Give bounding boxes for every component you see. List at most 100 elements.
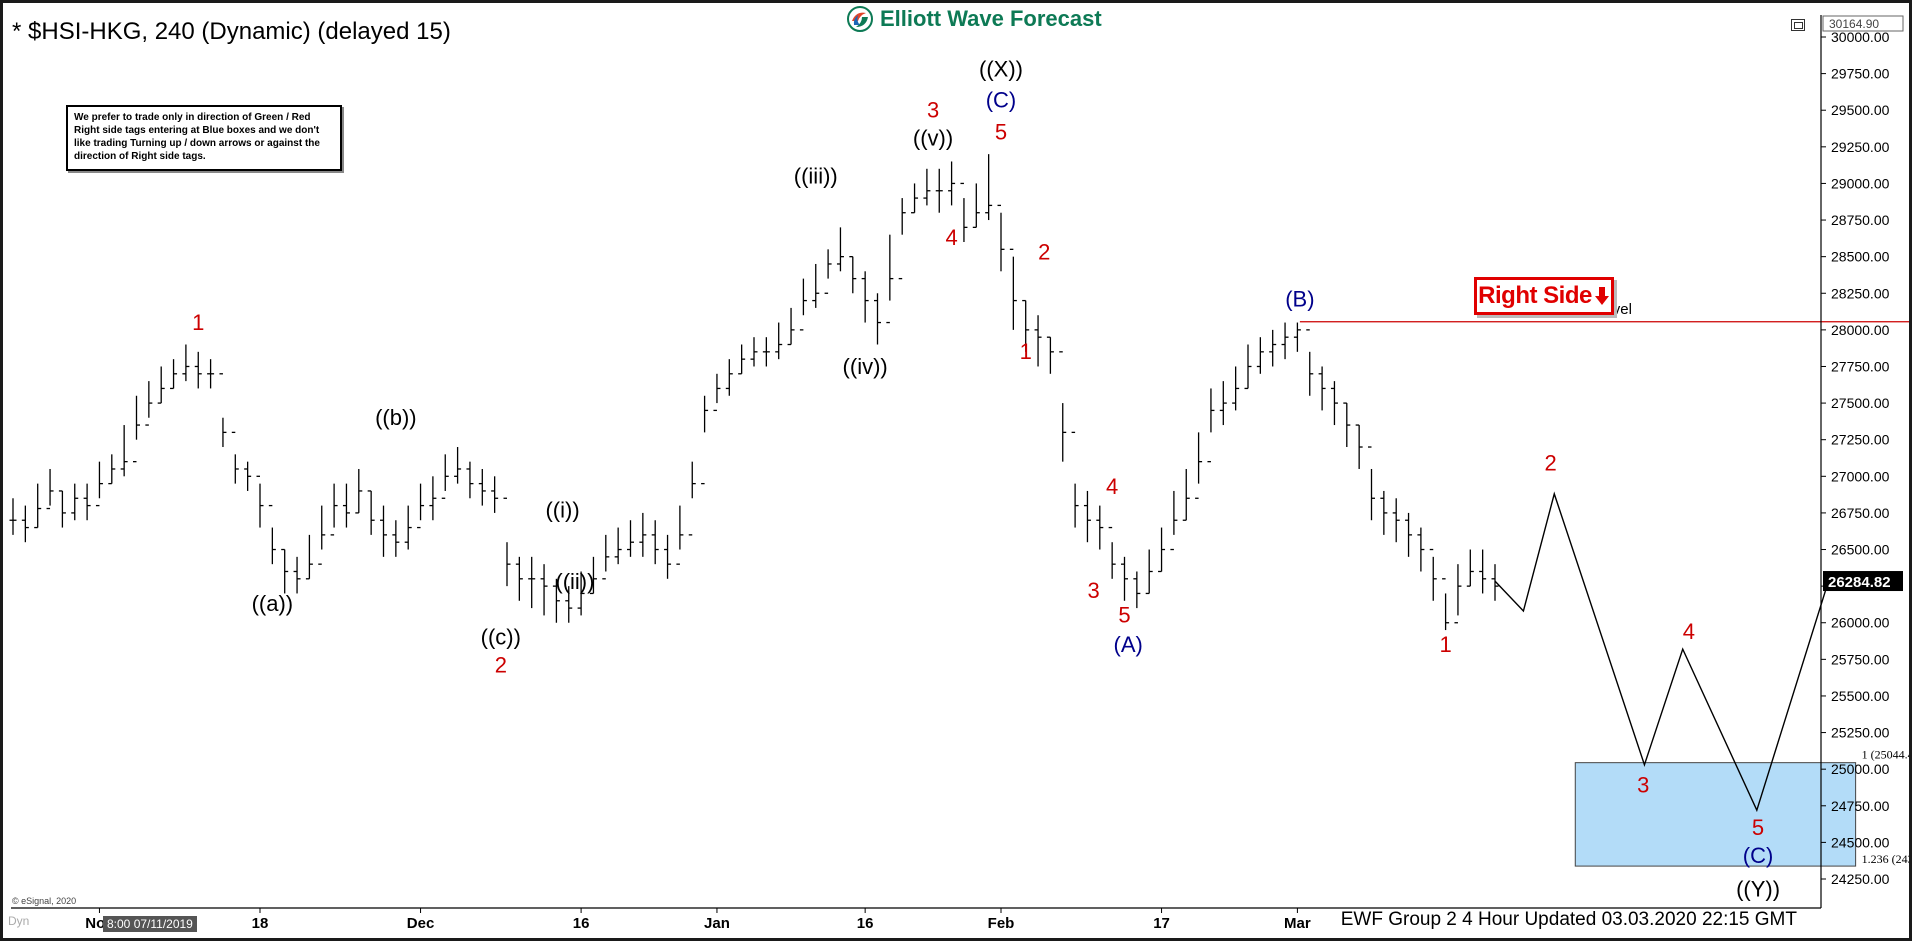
price-bar: [58, 490, 66, 528]
price-bar: [824, 249, 832, 294]
price-bar: [1306, 329, 1314, 396]
wave-label: 2: [495, 653, 507, 678]
price-bar: [1121, 556, 1128, 601]
restore-window-icon[interactable]: [1791, 19, 1805, 31]
wave-label: 2: [1038, 240, 1050, 265]
price-bar: [1096, 505, 1104, 550]
x-tick-label: 17: [1153, 915, 1170, 932]
price-bar: [1158, 527, 1166, 573]
price-bar: [1022, 299, 1030, 352]
wave-label: 1: [192, 310, 204, 335]
wave-label: ((iii)): [794, 163, 838, 188]
y-tick-label: 29250.00: [1831, 139, 1890, 155]
wave-label: ((c)): [481, 625, 521, 650]
price-bar: [1479, 549, 1487, 594]
price-bar: [701, 395, 709, 485]
y-tick-label: 24500.00: [1831, 834, 1890, 850]
price-bar: [565, 586, 573, 623]
price-bar: [21, 505, 29, 543]
x-tick-label: Dec: [407, 915, 435, 932]
price-bar: [935, 168, 943, 213]
price-bar: [1108, 526, 1116, 579]
wave-label: 4: [1683, 619, 1695, 644]
wave-label: (B): [1285, 286, 1314, 311]
price-bar: [1343, 402, 1351, 448]
footer-status: EWF Group 2 4 Hour Updated 03.03.2020 22…: [1340, 909, 1797, 930]
price-bar: [540, 564, 548, 616]
price-bar: [911, 183, 919, 214]
chart-title: * $HSI-HKG, 240 (Dynamic) (delayed 15): [12, 18, 451, 45]
y-tick-label: 28250.00: [1831, 285, 1890, 301]
wave-label: 1: [1020, 339, 1032, 364]
y-tick-label: 29500.00: [1831, 102, 1890, 118]
y-tick-label: 25500.00: [1831, 688, 1890, 704]
wave-label: (C): [986, 87, 1017, 112]
price-bar: [194, 351, 202, 389]
y-tick-label: 26000.00: [1831, 615, 1890, 631]
brand-logo: Elliott Wave Forecast: [846, 3, 1116, 35]
price-bar: [985, 154, 993, 221]
wave-label: ((iv)): [843, 354, 888, 379]
price-bar: [71, 483, 79, 521]
blue-box-bottom-label: 1.236 (24338.13): [1862, 852, 1909, 866]
price-bar: [404, 505, 412, 550]
y-tick-label: 25000.00: [1831, 761, 1890, 777]
price-bar: [318, 505, 326, 565]
price-bar: [1368, 446, 1375, 521]
price-bar: [688, 461, 696, 536]
price-bar: [1083, 490, 1091, 543]
price-bar: [231, 431, 239, 484]
last-price-label: 26284.82: [1828, 574, 1891, 591]
price-bar: [466, 461, 474, 499]
wave-label: ((X)): [979, 57, 1023, 82]
trading-notice: We prefer to trade only in direction of …: [66, 105, 342, 171]
price-bar: [145, 381, 153, 426]
price-bar: [1281, 322, 1289, 360]
y-tick-label: 25750.00: [1831, 651, 1890, 667]
y-tick-label: 28750.00: [1831, 212, 1890, 228]
price-bar: [997, 204, 1005, 272]
price-bar: [441, 454, 449, 499]
price-bar: [775, 322, 783, 360]
price-bar: [1454, 564, 1462, 624]
price-bar: [1059, 351, 1067, 462]
price-bar: [244, 461, 252, 491]
top-price-tag: [1822, 15, 1904, 32]
blue-box-zone: [1574, 762, 1857, 867]
price-bar: [602, 534, 610, 580]
price-bar: [95, 461, 103, 507]
price-bar: [34, 483, 42, 529]
price-bar: [787, 307, 795, 346]
price-bar: [1034, 315, 1042, 367]
last-price-tag: [1823, 571, 1903, 592]
price-bar: [515, 556, 523, 601]
y-tick-label: 27500.00: [1831, 395, 1890, 411]
wave-label: 3: [1088, 578, 1100, 603]
wave-label: 4: [945, 225, 957, 250]
price-bar: [528, 556, 536, 609]
price-bar: [256, 475, 264, 528]
price-bar: [182, 344, 190, 382]
price-bar: [454, 447, 462, 484]
wave-label: 4: [1106, 474, 1118, 499]
price-bar: [1145, 549, 1153, 595]
price-bar: [207, 359, 215, 389]
y-tick-label: 28000.00: [1831, 322, 1890, 338]
price-bar: [1330, 381, 1338, 426]
price-bar: [898, 198, 906, 280]
projection-path: [1494, 491, 1827, 813]
y-tick-label: 26750.00: [1831, 505, 1890, 521]
price-bar: [1293, 322, 1301, 352]
y-tick-label: 29750.00: [1831, 66, 1890, 82]
x-tick-label: Feb: [988, 915, 1015, 932]
y-tick-label: 29000.00: [1831, 175, 1890, 191]
y-tick-label: 24750.00: [1831, 798, 1890, 814]
price-bar: [639, 512, 647, 557]
price-bar: [46, 468, 54, 510]
wave-label: 3: [1637, 773, 1649, 798]
price-bar: [1009, 248, 1017, 330]
price-bar: [293, 556, 301, 594]
price-bar: [491, 476, 499, 513]
top-price-label: 30164.90: [1829, 17, 1879, 31]
wave-label: (A): [1114, 632, 1143, 657]
